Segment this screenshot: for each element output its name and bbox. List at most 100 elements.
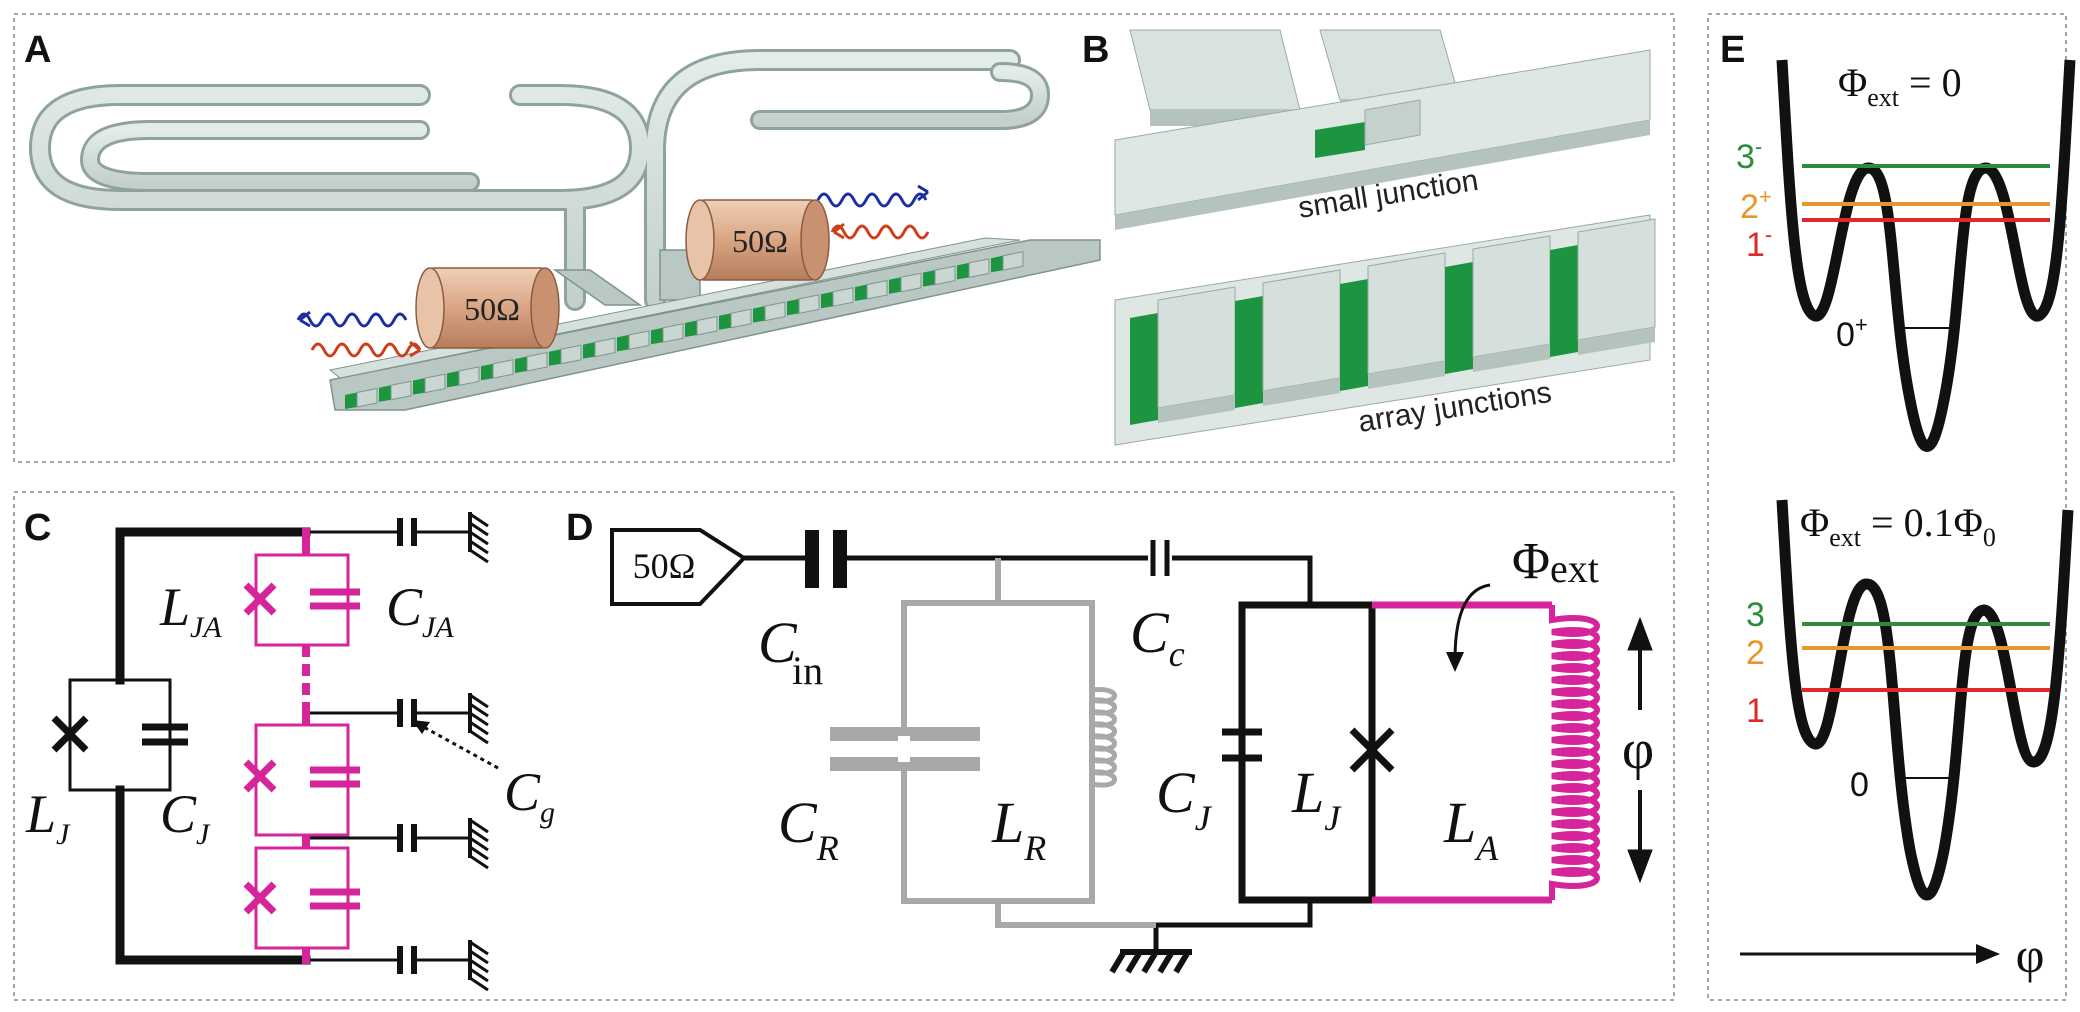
ground-hatch: [469, 521, 489, 537]
array-segment: [662, 323, 684, 343]
wave-left-red: [310, 342, 422, 358]
ground-hatch: [469, 854, 489, 870]
array-junction-side: [1368, 361, 1445, 389]
label-C-R: CR: [778, 790, 839, 868]
array-segment: [866, 279, 888, 300]
array-tooth: [753, 306, 765, 323]
ground-hatch: [469, 702, 489, 718]
coil-LR-path: [1089, 686, 1117, 800]
array-junction-green: [1550, 245, 1578, 357]
small-junction-render: [1114, 29, 1651, 230]
ground-capacitors: [310, 512, 489, 992]
array-segment: [968, 258, 990, 279]
array-segment: [424, 373, 446, 394]
label-phi-ext: Φext: [1512, 533, 1599, 591]
axis-label-phi: φ: [2016, 927, 2045, 983]
wave-left-blue: [296, 312, 408, 328]
label-bottom-1: 1: [1746, 692, 1765, 730]
array-segment: [526, 351, 548, 372]
array-tooth: [889, 277, 901, 294]
array-tooth: [345, 392, 357, 409]
phi-axis: [1740, 944, 2000, 964]
panel-e: E Φext = 0 3- 2+ 1- 0+ Φext = 0.1Φ0 3 2 …: [1720, 29, 2076, 983]
panel-letter-e: E: [1720, 29, 1745, 71]
frame-e: [1707, 13, 2067, 1001]
array-tooth: [787, 298, 799, 316]
array-tooth: [991, 255, 1003, 273]
panel-c: C: [24, 507, 555, 992]
potential-bottom: [1776, 499, 2074, 901]
label-top-2: 2+: [1740, 184, 1772, 226]
array-tooth: [651, 327, 663, 345]
array-tooth: [957, 262, 969, 280]
equation-bottom: Φext = 0.1Φ0: [1800, 500, 1996, 552]
array-segment: [458, 366, 480, 387]
port-50ohm-label: 50Ω: [633, 546, 696, 586]
array-tooth: [719, 313, 731, 330]
array-junction-green: [1445, 262, 1473, 374]
array-junction-symbols: [243, 582, 360, 915]
ground-hatch: [469, 836, 489, 852]
levels-bottom: [1802, 622, 2050, 779]
label-bottom-0: 0: [1850, 766, 1869, 804]
array-segment: [934, 265, 956, 286]
port-left-label: 50Ω: [464, 291, 520, 327]
array-junction-side: [1473, 344, 1550, 372]
label-C-JA: CJA: [386, 577, 454, 644]
array-junction-block: [1262, 269, 1341, 392]
inductor-LA: [1549, 605, 1600, 900]
port-right-label: 50Ω: [732, 223, 788, 259]
array-junction-side: [1263, 378, 1340, 406]
label-phi: φ: [1622, 719, 1654, 781]
array-tooth: [685, 320, 697, 337]
array-segment: [1002, 251, 1024, 271]
array-segment: [832, 287, 854, 307]
circuit-d-main: [744, 555, 1376, 952]
array-tooth: [583, 342, 595, 359]
array-segment: [390, 380, 412, 401]
label-bottom-2: 2: [1746, 634, 1765, 672]
panel-a: A 50Ω: [24, 29, 1101, 411]
phi-ext-arrow: [1446, 583, 1491, 672]
array-tooth: [549, 349, 561, 366]
array-junction-block: [1367, 252, 1446, 375]
array-junction-block: [1577, 218, 1656, 341]
cr-gap: [898, 736, 910, 762]
panel-d: D 50Ω: [566, 507, 1654, 974]
label-top-3: 3-: [1736, 134, 1762, 176]
array-segment: [696, 315, 718, 336]
array-junction-block: [1472, 235, 1551, 358]
ground-hatch: [469, 548, 489, 564]
label-top-1: 1-: [1746, 222, 1772, 264]
array-segment: [798, 294, 820, 315]
ground-hatch: [469, 512, 489, 528]
array-segment: [356, 387, 378, 408]
array-segment: [594, 337, 616, 358]
array-junction-green: [1235, 296, 1263, 408]
array-junction-side: [1578, 327, 1655, 355]
label-L-JA: LJA: [159, 577, 222, 644]
label-C-in: Cin: [758, 610, 823, 693]
array-junction-green: [1340, 279, 1368, 391]
frame-ab: [13, 13, 1675, 463]
label-L-R: LR: [991, 790, 1046, 868]
array-tooth: [617, 334, 629, 352]
label-C-J: CJ: [160, 784, 211, 851]
array-segment: [764, 301, 786, 322]
ground-hatch: [469, 720, 489, 736]
port-50ohm: 50Ω: [610, 528, 748, 606]
ground-hatch: [469, 729, 489, 745]
ground-hatch: [469, 818, 489, 834]
array-junction-block: [1157, 286, 1236, 409]
port-left: 50Ω: [415, 267, 560, 349]
potential-top: [1776, 59, 2076, 452]
ground-hatch: [469, 845, 489, 861]
array-segment: [730, 308, 752, 329]
ground-hatch: [469, 967, 489, 983]
equation-top: Φext = 0: [1838, 60, 1962, 112]
ground-hatch: [469, 530, 489, 546]
array-segment: [900, 272, 922, 293]
label-bottom-3: 3: [1746, 596, 1765, 634]
ground-hatch: [469, 940, 489, 956]
ground-hatch: [469, 693, 489, 709]
